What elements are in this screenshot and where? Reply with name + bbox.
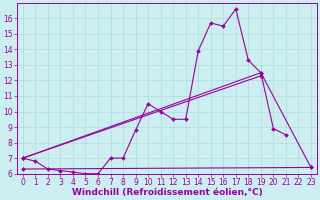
X-axis label: Windchill (Refroidissement éolien,°C): Windchill (Refroidissement éolien,°C) <box>72 188 262 197</box>
